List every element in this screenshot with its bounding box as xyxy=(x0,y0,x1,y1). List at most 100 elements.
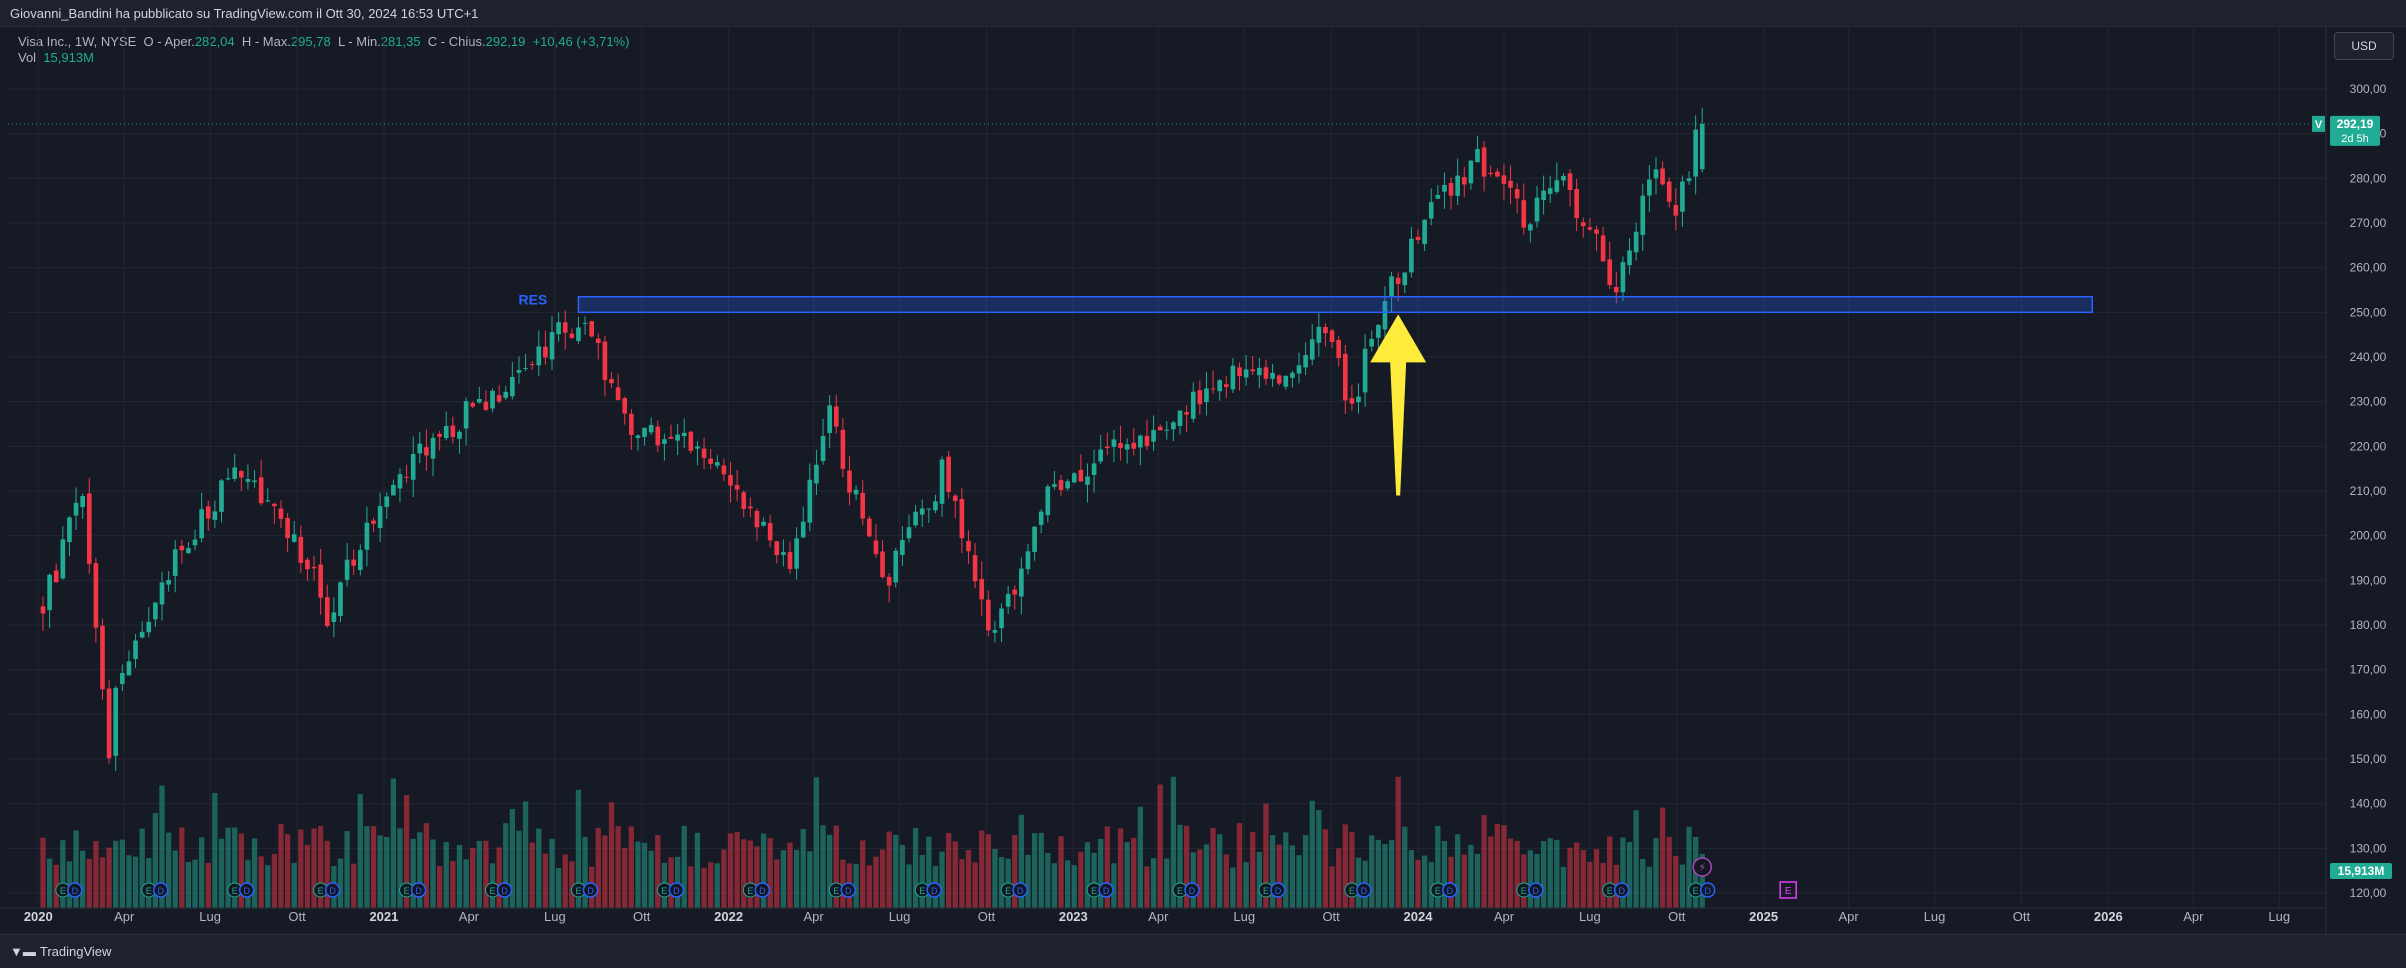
tradingview-logo[interactable]: ▼▬ TradingView xyxy=(10,944,111,959)
publisher-text: Giovanni_Bandini ha pubblicato su Tradin… xyxy=(10,6,479,21)
volume-bar xyxy=(906,864,912,908)
vol-label: Vol xyxy=(18,50,37,65)
candle-body xyxy=(430,437,436,459)
volume-bar xyxy=(106,847,112,908)
candle-body xyxy=(1177,410,1183,427)
volume-bar xyxy=(278,823,284,908)
x-tick-label: Ott xyxy=(633,909,651,924)
volume-bar xyxy=(1243,862,1249,908)
candle-body xyxy=(1587,227,1593,230)
y-tick-label: 180,00 xyxy=(2350,618,2387,632)
volume-bar xyxy=(503,823,509,908)
volume-bar xyxy=(595,827,601,908)
currency-button[interactable]: USD xyxy=(2334,32,2394,60)
candle-body xyxy=(1323,326,1328,334)
candle-body xyxy=(1065,481,1070,489)
volume-bar xyxy=(1421,855,1428,908)
y-tick-label: 200,00 xyxy=(2350,529,2387,543)
candle-body xyxy=(860,492,866,519)
candle-body xyxy=(966,540,971,552)
volume-tag xyxy=(2330,863,2392,879)
x-tick-label: 2026 xyxy=(2094,909,2123,924)
volume-bar xyxy=(542,853,549,908)
symbol-name[interactable]: Visa Inc., 1W, NYSE xyxy=(18,34,137,49)
candle-body xyxy=(1521,200,1527,228)
volume-bar xyxy=(866,865,872,908)
x-tick-label: Lug xyxy=(889,909,911,924)
candle-body xyxy=(179,545,185,551)
volume-bar xyxy=(1540,840,1547,908)
dividend-marker xyxy=(668,882,685,898)
volume-bar xyxy=(602,835,608,908)
volume-bar xyxy=(185,861,192,908)
volume-bar xyxy=(1699,854,1705,908)
volume-bar xyxy=(1144,866,1150,908)
candle-body xyxy=(992,630,998,633)
volume-bar xyxy=(86,858,92,908)
volume-bar xyxy=(655,835,661,908)
y-tick-label: 230,00 xyxy=(2350,395,2387,409)
price-tag xyxy=(2330,115,2380,146)
candle-body xyxy=(1230,365,1236,390)
candle-body xyxy=(1402,272,1408,286)
volume-bar xyxy=(813,777,820,908)
candle-body xyxy=(946,456,951,492)
volume-bar xyxy=(1388,840,1395,908)
volume-bar xyxy=(1045,852,1051,908)
volume-bar xyxy=(919,854,925,908)
candle-body xyxy=(721,465,727,475)
candle-body xyxy=(285,517,290,539)
earnings-marker-letter: E xyxy=(1521,886,1527,896)
candle-body xyxy=(424,447,429,456)
dividend-marker-letter: D xyxy=(1533,886,1540,896)
candle-body xyxy=(1534,197,1540,222)
candle-body xyxy=(510,377,515,397)
dividend-marker-letter: D xyxy=(329,886,336,896)
volume-bar xyxy=(1567,847,1573,908)
candle-body xyxy=(1124,444,1130,450)
candle-body xyxy=(972,555,978,582)
candle-body xyxy=(1250,369,1256,372)
candle-body xyxy=(748,506,753,509)
volume-bar xyxy=(1018,814,1025,908)
volume-bar xyxy=(1084,842,1091,908)
volume-bar xyxy=(1183,825,1190,908)
candle-body xyxy=(1349,398,1355,404)
candle-body xyxy=(1633,231,1639,253)
candle-body xyxy=(106,688,112,759)
volume-bar xyxy=(1342,824,1348,908)
candle-body xyxy=(1217,380,1222,392)
x-tick-label: Ott xyxy=(288,909,306,924)
candle-body xyxy=(1620,262,1626,293)
volume-bar xyxy=(807,851,813,908)
candle-body xyxy=(1025,551,1031,570)
earnings-marker-letter: E xyxy=(919,886,925,896)
candle-body xyxy=(450,425,456,437)
candle-body xyxy=(595,338,601,343)
publisher-bar: Giovanni_Bandini ha pubblicato su Tradin… xyxy=(0,0,2406,27)
volume-bar xyxy=(496,847,502,908)
candle-body xyxy=(880,551,885,578)
dividend-marker-letter: D xyxy=(72,886,79,896)
x-tick-label: Lug xyxy=(544,909,566,924)
candle-body xyxy=(166,579,171,585)
volume-bar xyxy=(879,849,886,908)
candle-body xyxy=(609,378,614,384)
candle-body xyxy=(675,434,680,441)
candle-body xyxy=(1197,390,1203,405)
volume-bar xyxy=(456,845,463,908)
candle-body xyxy=(959,498,965,539)
volume-bar xyxy=(1322,829,1329,908)
candle-body xyxy=(1118,443,1123,448)
volume-bar xyxy=(1104,826,1110,908)
candle-body xyxy=(496,395,502,402)
volume-bar xyxy=(410,838,416,908)
volume-bar xyxy=(417,832,423,908)
candle-body xyxy=(1356,396,1361,403)
candle-body xyxy=(1481,147,1487,177)
earnings-marker-letter: E xyxy=(747,886,753,896)
candle-body xyxy=(787,552,793,570)
dividend-marker xyxy=(840,882,857,898)
candle-body xyxy=(1045,486,1051,516)
